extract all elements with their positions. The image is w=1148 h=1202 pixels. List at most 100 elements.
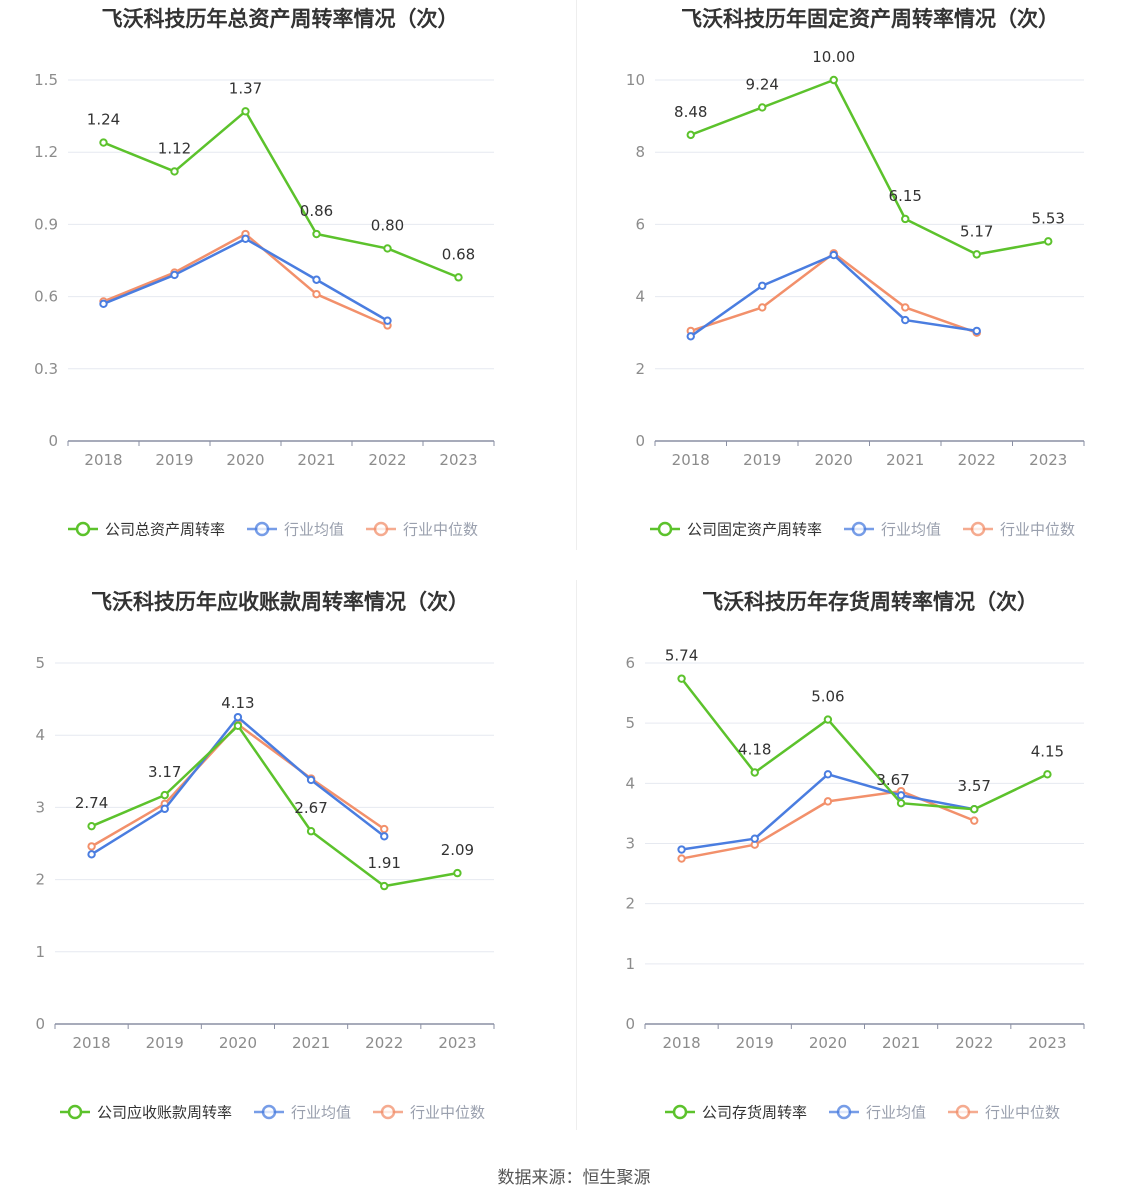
data-label: 2.67 bbox=[294, 799, 327, 817]
data-point-company[interactable] bbox=[1044, 237, 1053, 246]
data-point-company[interactable] bbox=[686, 130, 695, 140]
data-point-company[interactable] bbox=[454, 273, 463, 282]
data-point-industry-avg[interactable] bbox=[823, 770, 833, 779]
data-point-company[interactable] bbox=[1043, 770, 1052, 779]
legend-item-industry-avg[interactable]: 行业均值 bbox=[254, 1104, 351, 1122]
data-label: 2.74 bbox=[75, 794, 108, 812]
legend-marker-icon bbox=[955, 1104, 971, 1120]
chart-panel-total-asset-turnover: 飞沃科技历年总资产周转率情况（次） 0 0.3 0.6 0.9 1.2 1.5 2018 201… bbox=[0, 0, 560, 570]
data-point-industry-median[interactable] bbox=[970, 816, 979, 825]
series-line-industry-median bbox=[103, 232, 389, 327]
data-point-industry-median[interactable] bbox=[312, 289, 321, 299]
legend-marker-icon bbox=[75, 521, 91, 537]
legend-label: 行业均值 bbox=[881, 521, 941, 539]
x-tick-label: 2020 bbox=[226, 451, 264, 469]
data-point-company[interactable] bbox=[758, 103, 767, 112]
legend-label: 行业中位数 bbox=[985, 1104, 1060, 1122]
data-point-company[interactable] bbox=[170, 167, 179, 176]
legend-item-industry-median[interactable]: 行业中位数 bbox=[366, 521, 478, 539]
data-point-industry-avg[interactable] bbox=[170, 270, 179, 280]
data-label: 0.86 bbox=[300, 202, 333, 220]
data-point-industry-avg[interactable] bbox=[901, 315, 910, 325]
y-tick-label: 1.5 bbox=[34, 71, 58, 89]
data-point-industry-avg[interactable] bbox=[750, 834, 759, 843]
data-point-industry-median[interactable] bbox=[823, 797, 833, 806]
data-point-company[interactable] bbox=[829, 75, 838, 85]
data-label: 5.53 bbox=[1032, 209, 1065, 227]
data-point-company[interactable] bbox=[160, 790, 169, 800]
legend-label: 公司总资产周转率 bbox=[105, 521, 225, 539]
data-label: 0.80 bbox=[371, 216, 404, 234]
data-point-industry-avg[interactable] bbox=[686, 332, 695, 341]
data-point-company[interactable] bbox=[750, 768, 759, 777]
data-point-industry-avg[interactable] bbox=[306, 775, 316, 785]
data-label: 3.17 bbox=[148, 763, 181, 781]
data-point-industry-avg[interactable] bbox=[312, 275, 321, 284]
data-point-company[interactable] bbox=[312, 229, 321, 239]
panel-divider-top bbox=[576, 0, 577, 550]
data-point-industry-avg[interactable] bbox=[758, 281, 767, 290]
data-point-company[interactable] bbox=[970, 805, 979, 814]
legend-marker-icon bbox=[836, 1104, 852, 1120]
data-point-industry-avg[interactable] bbox=[160, 804, 169, 814]
data-point-industry-median[interactable] bbox=[380, 824, 389, 834]
data-point-company[interactable] bbox=[453, 868, 462, 878]
data-point-industry-avg[interactable] bbox=[972, 326, 981, 336]
legend-item-industry-avg[interactable]: 行业均值 bbox=[247, 521, 344, 539]
legend-label: 公司应收账款周转率 bbox=[97, 1104, 232, 1122]
data-point-company[interactable] bbox=[87, 821, 96, 831]
data-label: 1.24 bbox=[87, 111, 120, 129]
legend-item-company[interactable]: 公司固定资产周转率 bbox=[650, 521, 822, 539]
legend-label: 行业均值 bbox=[866, 1104, 926, 1122]
chart-panel-inventory-turnover: 飞沃科技历年存货周转率情况（次） 0 1 2 3 4 5 6 2018 2019 2020 2021 2… bbox=[590, 583, 1148, 1153]
data-point-company[interactable] bbox=[241, 107, 250, 116]
y-tick-label: 4 bbox=[35, 726, 45, 744]
data-point-industry-median[interactable] bbox=[87, 842, 96, 851]
legend-item-industry-avg[interactable]: 行业均值 bbox=[829, 1104, 926, 1122]
legend-marker-icon bbox=[970, 521, 986, 537]
data-point-company[interactable] bbox=[380, 881, 389, 891]
chart-title: 飞沃科技历年存货周转率情况（次） bbox=[702, 590, 1038, 614]
legend-label: 公司存货周转率 bbox=[702, 1104, 807, 1122]
series-line-company bbox=[680, 677, 1048, 811]
legend-item-industry-median[interactable]: 行业中位数 bbox=[963, 521, 1075, 539]
legend-item-company[interactable]: 公司应收账款周转率 bbox=[60, 1104, 232, 1122]
legend-item-company[interactable]: 公司总资产周转率 bbox=[68, 521, 225, 539]
data-point-company[interactable] bbox=[901, 214, 910, 224]
data-point-industry-avg[interactable] bbox=[383, 316, 392, 325]
legend-item-industry-median[interactable]: 行业中位数 bbox=[948, 1104, 1060, 1122]
data-point-company[interactable] bbox=[306, 827, 316, 836]
data-point-industry-avg[interactable] bbox=[896, 791, 906, 800]
data-point-company[interactable] bbox=[233, 721, 243, 731]
y-tick-label: 10 bbox=[626, 71, 645, 89]
data-point-industry-avg[interactable] bbox=[87, 850, 96, 859]
data-point-industry-median[interactable] bbox=[677, 854, 686, 863]
data-point-industry-avg[interactable] bbox=[99, 299, 108, 309]
x-tick-label: 2020 bbox=[809, 1034, 847, 1052]
data-point-company[interactable] bbox=[823, 715, 833, 724]
data-point-industry-avg[interactable] bbox=[380, 832, 389, 841]
data-point-company[interactable] bbox=[677, 674, 686, 683]
x-tick-label: 2018 bbox=[72, 1034, 110, 1052]
data-point-industry-avg[interactable] bbox=[241, 234, 250, 244]
data-point-company[interactable] bbox=[972, 250, 981, 259]
legend-label: 行业中位数 bbox=[1000, 521, 1075, 539]
data-point-industry-avg[interactable] bbox=[829, 250, 838, 260]
data-point-industry-avg[interactable] bbox=[233, 712, 243, 722]
data-point-industry-median[interactable] bbox=[901, 303, 910, 312]
y-tick-label: 0.9 bbox=[34, 215, 58, 233]
y-tick-label: 2 bbox=[635, 360, 645, 378]
data-label: 5.17 bbox=[960, 222, 993, 240]
legend-item-industry-avg[interactable]: 行业均值 bbox=[844, 521, 941, 539]
data-label: 0.68 bbox=[442, 245, 475, 263]
data-point-company[interactable] bbox=[99, 138, 108, 147]
legend-item-industry-median[interactable]: 行业中位数 bbox=[373, 1104, 485, 1122]
data-point-company[interactable] bbox=[383, 244, 392, 253]
legend-label: 行业均值 bbox=[291, 1104, 351, 1122]
data-point-industry-avg[interactable] bbox=[677, 845, 686, 854]
x-tick-label: 2021 bbox=[882, 1034, 920, 1052]
legend-item-company[interactable]: 公司存货周转率 bbox=[665, 1104, 807, 1122]
data-point-industry-median[interactable] bbox=[758, 303, 767, 312]
data-point-company[interactable] bbox=[896, 798, 906, 808]
data-label: 3.67 bbox=[876, 771, 909, 789]
